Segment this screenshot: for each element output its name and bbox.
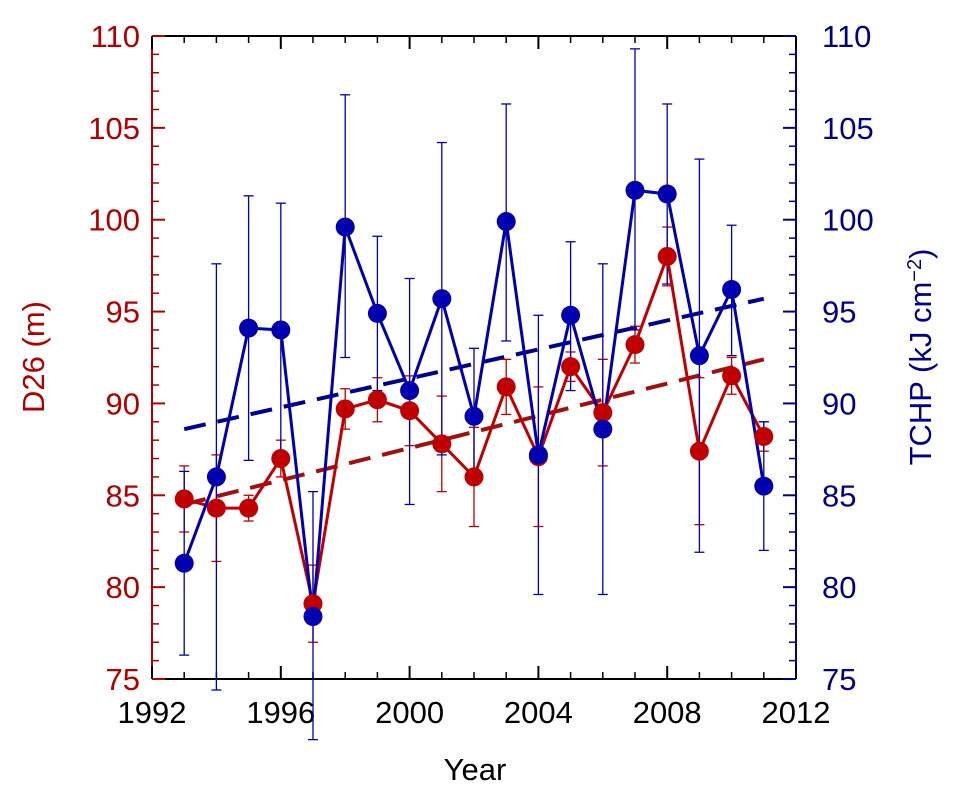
d26-point <box>657 246 677 266</box>
trend-lines <box>183 296 765 507</box>
d26-trend-line <box>183 357 765 507</box>
left-y-tick-label: 100 <box>88 203 140 238</box>
tchp-point <box>271 320 291 340</box>
x-tick-label: 2012 <box>762 695 831 730</box>
x-tick-label: 1992 <box>118 695 187 730</box>
d26-point <box>239 498 259 518</box>
right-y-axis-label-close: ) <box>903 249 938 259</box>
x-axis-label: Year <box>444 752 507 787</box>
tchp-point <box>303 607 323 627</box>
left-y-tick-label: 90 <box>106 386 140 421</box>
d26-point <box>335 399 355 419</box>
d26-point <box>271 449 291 469</box>
x-tick-label: 2004 <box>504 695 573 730</box>
d26-point <box>722 366 742 386</box>
right-y-axis-label-main: TCHP (kJ cm <box>903 282 938 466</box>
x-axis: 1992 1996 2000 2004 2008 2012 <box>118 36 831 730</box>
d26-point <box>432 434 452 454</box>
tchp-point <box>464 406 484 426</box>
d26-point <box>400 401 420 421</box>
d26-point <box>206 498 226 518</box>
tchp-point <box>722 280 742 300</box>
d26-point <box>496 377 516 397</box>
left-y-tick-label: 95 <box>106 295 140 330</box>
error-bars <box>179 48 769 741</box>
left-y-axis: 75 80 85 90 95 100 105 110 <box>88 19 165 697</box>
right-y-axis-label-superscript: −2 <box>904 259 926 282</box>
tchp-point <box>625 180 645 200</box>
d26-point <box>625 335 645 355</box>
x-tick-label: 1996 <box>246 695 315 730</box>
d26-point <box>174 489 194 509</box>
right-y-tick-label: 90 <box>822 386 856 421</box>
left-y-tick-label: 85 <box>106 478 140 513</box>
right-y-tick-label: 105 <box>822 111 874 146</box>
series-markers <box>174 180 774 627</box>
d26-point <box>464 467 484 487</box>
tchp-point <box>206 467 226 487</box>
tchp-point <box>657 184 677 204</box>
right-y-tick-label: 85 <box>822 478 856 513</box>
right-y-tick-label: 110 <box>822 19 871 54</box>
tchp-point <box>335 217 355 237</box>
right-y-tick-label: 80 <box>822 570 856 605</box>
d26-point <box>561 357 581 377</box>
tchp-point <box>754 476 774 496</box>
right-y-tick-label: 100 <box>822 203 874 238</box>
right-y-axis-label: TCHP (kJ cm−2) <box>903 249 938 466</box>
tchp-point <box>593 419 613 439</box>
right-y-tick-label: 75 <box>822 662 856 697</box>
left-y-tick-label: 75 <box>106 662 140 697</box>
tchp-point <box>689 346 709 366</box>
d26-point <box>367 390 387 410</box>
left-y-axis-label: D26 (m) <box>16 301 51 413</box>
tchp-point <box>561 305 581 325</box>
right-y-axis: 75 80 85 90 95 100 105 110 <box>783 19 874 697</box>
tchp-trend-line <box>183 296 765 432</box>
tchp-point <box>239 318 259 338</box>
left-y-tick-label: 80 <box>106 570 140 605</box>
d26-point <box>754 426 774 446</box>
tchp-point <box>174 553 194 573</box>
right-y-tick-label: 95 <box>822 295 856 330</box>
x-tick-label: 2000 <box>375 695 444 730</box>
tchp-point <box>400 381 420 401</box>
d26-point <box>593 403 613 423</box>
tchp-point <box>528 445 548 465</box>
tchp-point <box>367 303 387 323</box>
left-y-tick-label: 105 <box>88 111 140 146</box>
left-y-tick-label: 110 <box>91 19 140 54</box>
tchp-point <box>432 289 452 309</box>
d26-point <box>689 441 709 461</box>
x-tick-label: 2008 <box>633 695 702 730</box>
tchp-point <box>496 212 516 232</box>
